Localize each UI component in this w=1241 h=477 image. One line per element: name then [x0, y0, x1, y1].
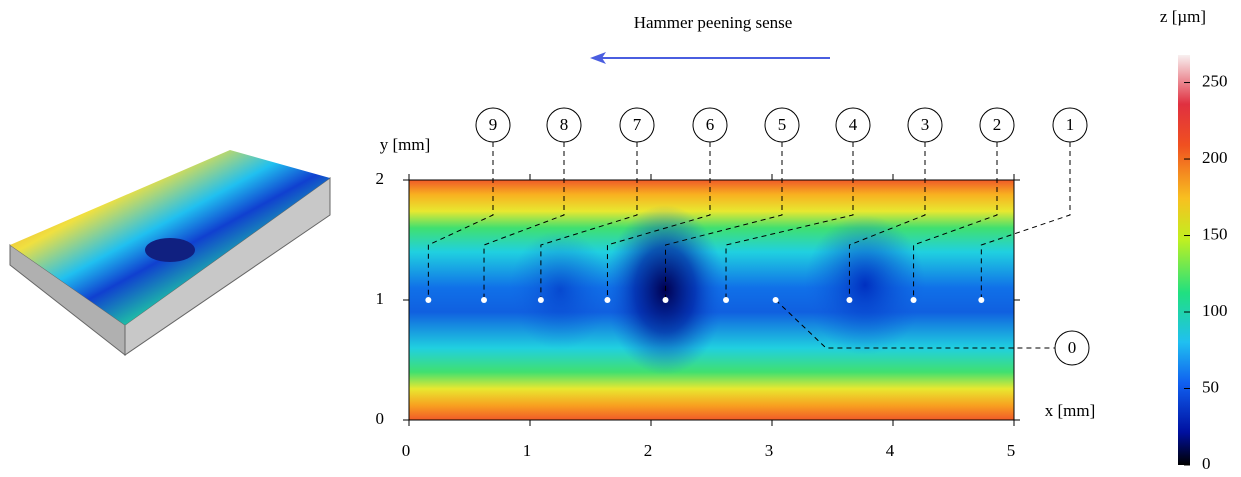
point-label: 7 [633, 115, 642, 134]
x-tick-label: 4 [886, 441, 895, 460]
label-circle [1054, 330, 1090, 366]
colorbar-tick-label: 200 [1202, 148, 1228, 167]
point-label: 0 [1068, 338, 1077, 357]
point [481, 297, 488, 303]
point-label: 9 [489, 115, 498, 134]
point [978, 297, 985, 303]
point [662, 297, 669, 303]
label-circle [475, 107, 511, 143]
surface-map [408, 179, 1015, 421]
point [723, 297, 730, 303]
y-axis-label: y [mm] [380, 135, 431, 154]
label-circle [835, 107, 871, 143]
leader-line [848, 142, 926, 300]
inset-3d [9, 150, 331, 357]
leader-line [913, 142, 998, 300]
point-label: 2 [993, 115, 1002, 134]
leader-line [540, 142, 638, 300]
leader-line [606, 142, 711, 300]
label-circle [692, 107, 728, 143]
arrow [590, 52, 830, 64]
point-label: 3 [921, 115, 930, 134]
point [425, 297, 432, 303]
leader-line [427, 142, 494, 300]
colorbar-tick-label: 100 [1202, 301, 1228, 320]
colorbar-tick-label: 50 [1202, 377, 1219, 396]
point-label: 8 [560, 115, 569, 134]
leader-line [725, 142, 854, 300]
label-circle [1052, 107, 1088, 143]
point [910, 297, 917, 303]
label-circle [907, 107, 943, 143]
colorbar-tick-label: 0 [1202, 454, 1211, 473]
colorbar-tick-label: 150 [1202, 224, 1228, 243]
point [772, 297, 779, 303]
point-label: 1 [1066, 115, 1075, 134]
y-tick-label: 1 [376, 289, 385, 308]
x-axis-label: x [mm] [1045, 401, 1096, 420]
leader-line [980, 142, 1071, 300]
label-circle [619, 107, 655, 143]
x-tick-label: 1 [523, 441, 532, 460]
x-tick-label: 3 [765, 441, 774, 460]
point [846, 297, 853, 303]
x-tick-label: 2 [644, 441, 653, 460]
colorbar [1178, 55, 1190, 465]
label-circle [546, 107, 582, 143]
point [537, 297, 544, 303]
colorbar-tick-label: 250 [1202, 71, 1228, 90]
y-tick-label: 0 [376, 409, 385, 428]
y-tick-label: 2 [376, 169, 385, 188]
point-label: 6 [706, 115, 715, 134]
x-tick-label: 5 [1007, 441, 1016, 460]
x-tick-label: 0 [402, 441, 411, 460]
point [604, 297, 611, 303]
label-circle [979, 107, 1015, 143]
point-label: 5 [778, 115, 787, 134]
point-label: 4 [849, 115, 858, 134]
annotation: Hammer peening sense [634, 13, 793, 32]
leader-line [665, 142, 783, 300]
label-circle [764, 107, 800, 143]
colorbar-label: z [µm] [1160, 7, 1206, 26]
leader-line [483, 142, 565, 300]
